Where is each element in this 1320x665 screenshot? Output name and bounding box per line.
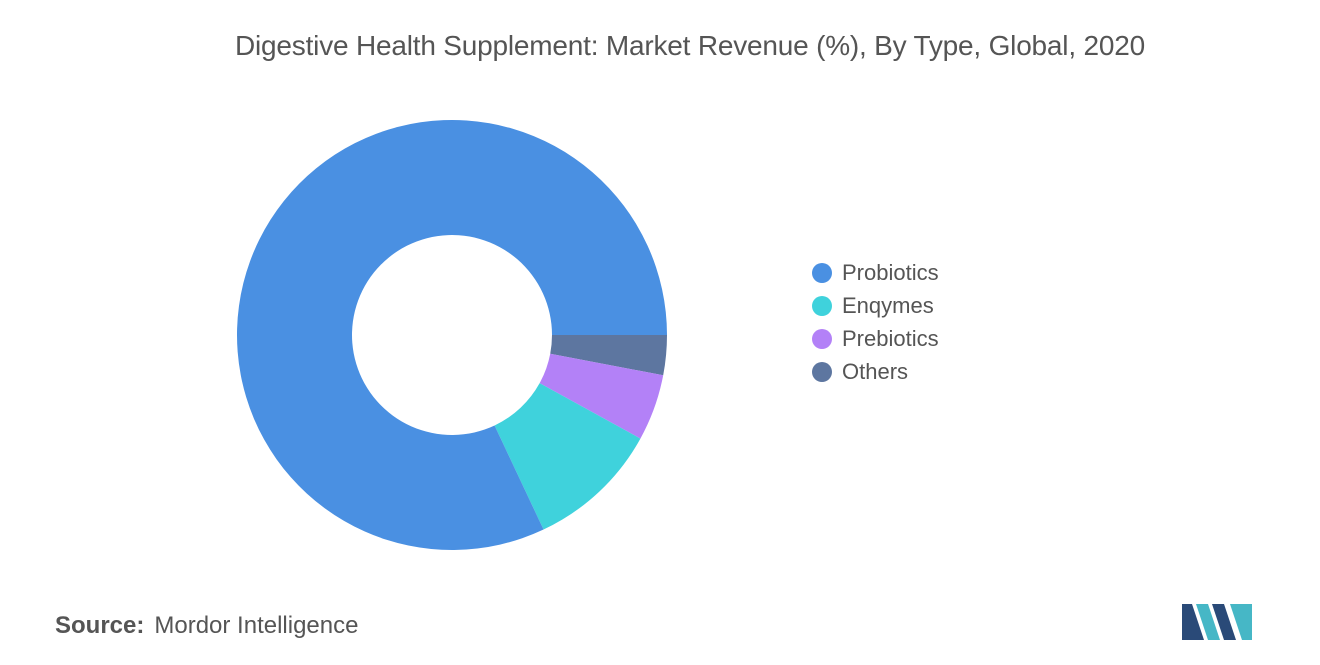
legend-swatch-others <box>812 361 832 382</box>
legend-item-prebiotics: Prebiotics <box>812 322 939 355</box>
donut-slice-others <box>550 335 667 376</box>
legend-label-enzymes: Enqymes <box>842 292 934 318</box>
legend-swatch-prebiotics <box>812 328 832 349</box>
legend-item-others: Others <box>812 355 939 388</box>
donut-slice-prebiotics <box>539 353 664 439</box>
legend-label-others: Others <box>842 358 909 384</box>
mordor-intelligence-logo-icon <box>1182 604 1252 640</box>
legend-swatch-probiotics <box>812 262 832 283</box>
source-text: Mordor Intelligence <box>154 612 359 639</box>
legend-item-enzymes: Enqymes <box>812 289 939 322</box>
source-note: Source: Mordor Intelligence <box>55 612 358 640</box>
donut-chart <box>237 120 668 550</box>
legend-label-prebiotics: Prebiotics <box>842 325 939 351</box>
legend-swatch-enzymes <box>812 295 832 316</box>
source-label: Source: <box>55 612 145 639</box>
donut-slice-probiotics <box>237 120 668 550</box>
donut-slice-enqymes <box>494 383 641 530</box>
legend: Probiotics Enqymes Prebiotics Others <box>812 256 939 388</box>
legend-item-probiotics: Probiotics <box>812 256 939 289</box>
legend-label-probiotics: Probiotics <box>842 259 939 285</box>
chart-title: Digestive Health Supplement: Market Reve… <box>235 30 1145 61</box>
